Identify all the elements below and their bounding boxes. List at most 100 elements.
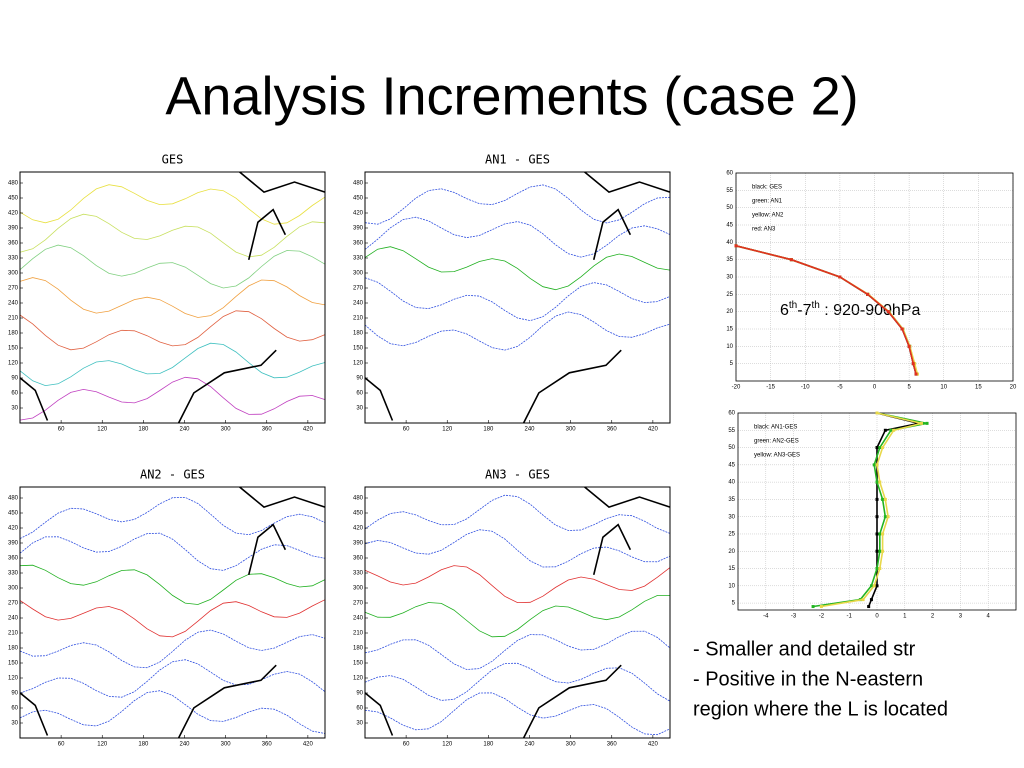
x-tick-label: 300: [566, 742, 577, 748]
y-tick-label: 240: [353, 301, 364, 307]
y-tick-label: 35: [726, 257, 733, 263]
profile-marker: [883, 515, 887, 519]
x-tick-label: -2: [819, 614, 825, 620]
profile-marker: [875, 584, 879, 588]
profile-marker: [907, 344, 911, 348]
y-tick-label: 30: [728, 514, 735, 520]
y-tick-label: 360: [8, 556, 19, 562]
y-tick-label: 10: [728, 583, 735, 589]
contour: [364, 246, 671, 291]
contour: [364, 216, 671, 258]
x-tick-label: 420: [303, 742, 314, 748]
y-tick-label: 270: [353, 286, 364, 292]
y-tick-label: 390: [353, 226, 364, 232]
y-tick-label: 15: [726, 327, 733, 333]
y-tick-label: 180: [353, 646, 364, 652]
contour: [19, 564, 326, 605]
profile-marker: [886, 515, 890, 519]
y-tick-label: 5: [732, 601, 736, 607]
x-tick-label: 360: [262, 427, 273, 433]
x-tick-label: 180: [138, 427, 149, 433]
legend-entry: green: AN1: [752, 199, 783, 205]
y-tick-label: 450: [353, 196, 364, 202]
contour: [19, 277, 326, 318]
y-tick-label: 120: [353, 361, 364, 367]
y-tick-label: 480: [353, 496, 364, 502]
profile-marker: [869, 598, 873, 602]
contour: [364, 692, 671, 736]
x-tick-label: 5: [907, 385, 911, 391]
y-tick-label: 330: [353, 571, 364, 577]
y-tick-label: 360: [353, 556, 364, 562]
x-tick-label: 300: [566, 427, 577, 433]
y-tick-label: 330: [353, 256, 364, 262]
profile-marker: [875, 480, 879, 484]
x-tick-label: 420: [648, 427, 659, 433]
profile-marker: [925, 421, 929, 425]
profile-marker: [789, 258, 793, 262]
y-tick-label: 60: [11, 706, 18, 712]
y-tick-label: 15: [728, 566, 735, 572]
profile-marker: [819, 605, 823, 609]
y-tick-label: 420: [8, 211, 19, 217]
note: region where the L is located: [693, 698, 948, 720]
map-frame: [19, 486, 326, 739]
x-tick-label: 240: [524, 427, 535, 433]
y-tick-label: 90: [356, 691, 363, 697]
x-tick-label: 180: [483, 742, 494, 748]
profile-marker: [911, 362, 915, 366]
y-tick-label: 180: [8, 331, 19, 337]
map-contours: [364, 184, 671, 351]
y-tick-label: 20: [728, 549, 735, 555]
y-tick-label: 120: [8, 361, 19, 367]
y-tick-label: 360: [353, 241, 364, 247]
x-tick-label: 180: [483, 427, 494, 433]
contour: [19, 342, 326, 387]
profile-marker: [878, 446, 882, 450]
map-title: GES: [162, 153, 184, 167]
legend-entry: red: AN3: [752, 227, 776, 233]
y-tick-label: 360: [8, 241, 19, 247]
x-tick-label: 4: [987, 614, 991, 620]
x-tick-label: 10: [940, 385, 947, 391]
profile-marker: [861, 598, 865, 602]
x-tick-label: 15: [975, 385, 982, 391]
legend-entry: green: AN2-GES: [754, 439, 799, 445]
profile-marker: [869, 584, 873, 588]
y-tick-label: 390: [353, 541, 364, 547]
profile-marker: [919, 421, 923, 425]
contour: [364, 630, 671, 670]
x-tick-label: 120: [97, 742, 108, 748]
y-tick-label: 300: [353, 586, 364, 592]
coastline: [19, 171, 326, 424]
profile-marker: [889, 428, 893, 432]
y-tick-label: 150: [8, 661, 19, 667]
x-tick-label: 3: [959, 614, 963, 620]
map-title: AN2 - GES: [140, 468, 205, 482]
contour: [364, 662, 671, 702]
note: - Positive in the N-eastern: [693, 668, 923, 690]
profile-marker: [881, 446, 885, 450]
x-tick-label: 420: [648, 742, 659, 748]
profile-marker: [872, 584, 876, 588]
profile-line: [821, 412, 922, 608]
ann-sup: th: [811, 300, 819, 311]
profile-marker: [875, 515, 879, 519]
y-tick-label: 390: [8, 541, 19, 547]
y-tick-label: 120: [8, 676, 19, 682]
x-tick-label: 0: [873, 385, 877, 391]
contour: [19, 690, 326, 734]
y-tick-label: 55: [726, 188, 733, 194]
y-tick-label: 45: [728, 462, 735, 468]
y-tick-label: 450: [8, 511, 19, 517]
x-tick-label: 420: [303, 427, 314, 433]
contour: [364, 565, 671, 604]
y-tick-label: 120: [353, 676, 364, 682]
map-frame: [364, 486, 671, 739]
profile-marker: [875, 463, 879, 467]
y-tick-label: 300: [8, 271, 19, 277]
x-tick-label: 60: [403, 427, 410, 433]
profile-marker: [875, 567, 879, 571]
profile-marker: [881, 532, 885, 536]
profile-marker: [811, 605, 815, 609]
